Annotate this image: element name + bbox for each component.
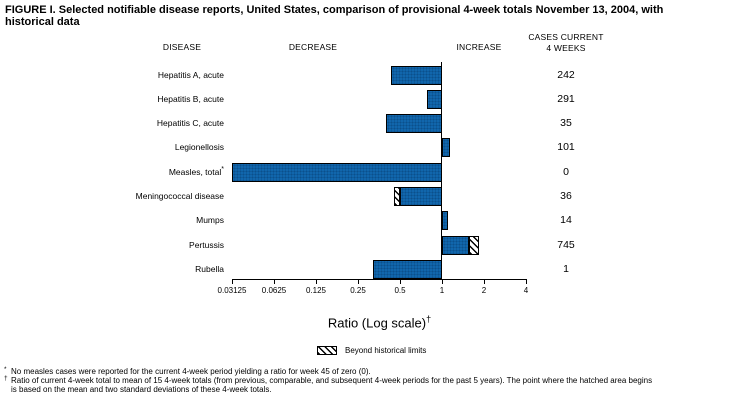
ratio-bar bbox=[386, 114, 442, 134]
figure-title-line2: historical data bbox=[5, 16, 80, 28]
ratio-bar bbox=[426, 89, 442, 109]
axis-tick bbox=[316, 279, 317, 284]
cases-count: 0 bbox=[563, 165, 569, 178]
footnote-text: Ratio of current 4-week total to mean of… bbox=[11, 376, 653, 385]
cases-count: 14 bbox=[560, 214, 572, 227]
dagger-footnote-marker: † bbox=[426, 314, 432, 324]
footnote-ratio-line2: is based on the mean and two standard de… bbox=[4, 385, 734, 394]
axis-tick-label: 0.125 bbox=[305, 286, 327, 295]
cases-count: 745 bbox=[557, 238, 575, 251]
beyond-limits-hatch-swatch bbox=[317, 346, 337, 355]
axis-tick bbox=[526, 279, 527, 284]
ratio-bar bbox=[390, 65, 442, 85]
cases-count: 291 bbox=[557, 92, 575, 105]
disease-label: Meningococcal disease bbox=[135, 191, 224, 201]
footnote-ratio-line1: † Ratio of current 4-week total to mean o… bbox=[4, 375, 734, 385]
axis-tick-label: 1 bbox=[439, 286, 445, 295]
axis-tick bbox=[274, 279, 275, 284]
figure-title-line1: FIGURE I. Selected notifiable disease re… bbox=[5, 4, 664, 16]
cases-count: 36 bbox=[560, 190, 572, 202]
x-axis-line bbox=[232, 279, 527, 280]
ratio-bar bbox=[442, 211, 448, 231]
axis-tick bbox=[358, 279, 359, 284]
disease-label: Legionellosis bbox=[174, 142, 224, 153]
beyond-limit-segment bbox=[393, 187, 400, 206]
ratio-bar bbox=[400, 187, 442, 206]
axis-tick-label: 0.03125 bbox=[217, 286, 247, 295]
ratio-bar bbox=[442, 235, 469, 255]
x-axis-title: Ratio (Log scale)† bbox=[232, 314, 527, 330]
axis-tick-label: 4 bbox=[523, 286, 529, 295]
axis-tick-label: 2 bbox=[481, 286, 487, 295]
column-header-decrease: DECREASE bbox=[288, 42, 338, 52]
disease-label: Hepatitis A, acute bbox=[157, 69, 224, 80]
disease-label: Hepatitis B, acute bbox=[157, 93, 224, 104]
axis-tick-label: 0.5 bbox=[394, 286, 406, 295]
column-header-cases-line1: CASES CURRENT bbox=[528, 32, 604, 42]
disease-label: Rubella bbox=[195, 263, 224, 274]
axis-tick bbox=[232, 279, 233, 284]
figure-title: FIGURE I. Selected notifiable disease re… bbox=[5, 4, 733, 28]
axis-tick bbox=[484, 279, 485, 284]
ratio-bar bbox=[232, 162, 442, 182]
footnote-text: is based on the mean and two standard de… bbox=[11, 385, 272, 394]
axis-tick-label: 0.25 bbox=[350, 286, 366, 295]
cases-count: 1 bbox=[563, 262, 569, 275]
disease-label: Pertussis bbox=[189, 239, 224, 250]
dagger-marker: † bbox=[4, 375, 8, 382]
column-header-increase: INCREASE bbox=[456, 42, 502, 52]
axis-tick-label: 0.0625 bbox=[261, 286, 287, 295]
footnote-text: No measles cases were reported for the c… bbox=[11, 367, 371, 376]
disease-label: Mumps bbox=[196, 215, 224, 226]
disease-label: Hepatitis C, acute bbox=[156, 118, 224, 129]
legend-label: Beyond historical limits bbox=[345, 346, 427, 355]
beyond-limit-segment bbox=[468, 235, 479, 255]
ratio-bar bbox=[372, 259, 442, 279]
asterisk-marker: * bbox=[4, 366, 7, 373]
cases-count: 242 bbox=[557, 68, 575, 81]
footnote-measles: * No measles cases were reported for the … bbox=[4, 366, 734, 376]
footnotes: * No measles cases were reported for the … bbox=[4, 366, 734, 394]
ratio-bar bbox=[442, 138, 450, 158]
column-header-cases-line2: 4 WEEKS bbox=[546, 42, 586, 53]
disease-label: Measles, total* bbox=[168, 165, 224, 177]
cases-count: 35 bbox=[560, 117, 572, 130]
axis-tick bbox=[400, 279, 401, 284]
asterisk-footnote-marker: * bbox=[221, 165, 224, 173]
x-axis-title-text: Ratio (Log scale) bbox=[327, 315, 427, 331]
axis-tick bbox=[442, 279, 443, 284]
cases-count: 101 bbox=[557, 141, 575, 154]
column-header-disease: DISEASE bbox=[162, 42, 202, 52]
